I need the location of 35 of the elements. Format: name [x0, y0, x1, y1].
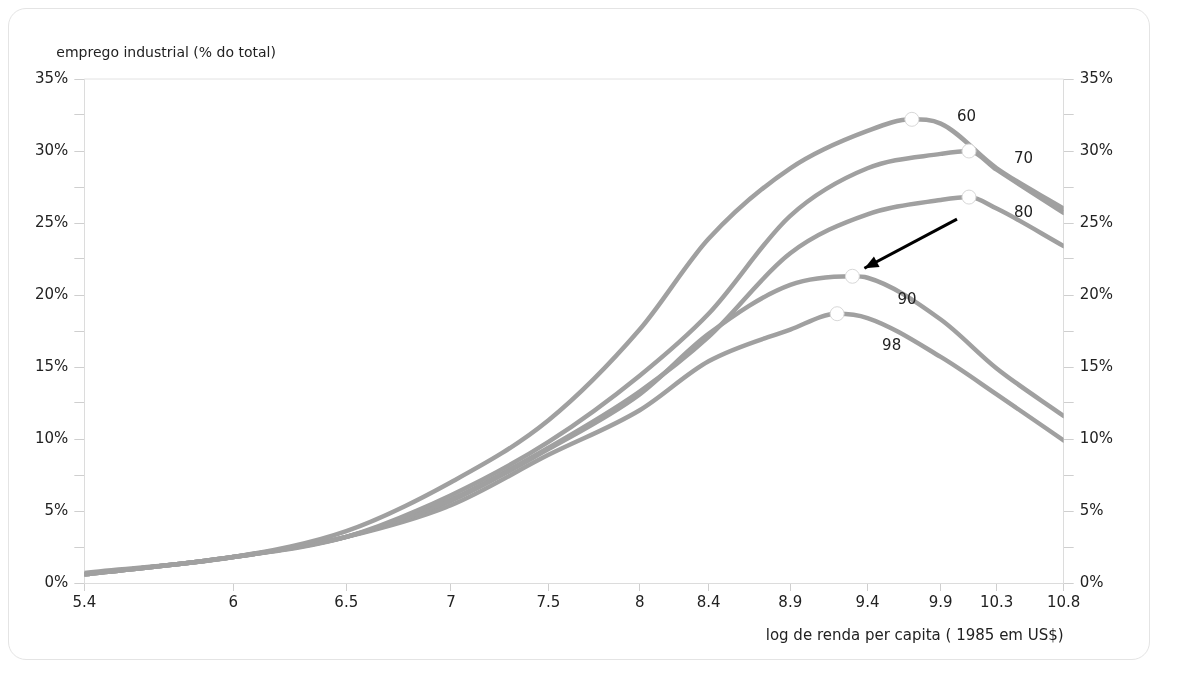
series-label: 70 — [1013, 148, 1034, 167]
x-tick-label: 8.9 — [778, 592, 803, 611]
x-tick-label: 8.4 — [696, 592, 721, 611]
x-tick-label: 6.5 — [334, 592, 359, 611]
x-axis-title: log de renda per capita ( 1985 em US$) — [765, 625, 1064, 644]
series-label: 80 — [1013, 202, 1034, 221]
series-label: 98 — [882, 335, 902, 354]
y2-tick-label: 10% — [1079, 428, 1113, 447]
x-tick-label: 9.9 — [928, 592, 953, 611]
y2-tick-label: 20% — [1079, 284, 1113, 303]
series-label: 90 — [897, 290, 917, 309]
y-tick-label: 15% — [35, 356, 69, 375]
x-tick-label: 10.3 — [979, 592, 1014, 611]
y-tick-label: 35% — [35, 68, 69, 87]
y-tick-label: 20% — [35, 284, 69, 303]
y2-tick-label: 30% — [1079, 140, 1113, 159]
y2-tick-label: 0% — [1079, 572, 1104, 591]
y-tick-label: 5% — [44, 500, 69, 519]
y2-tick-label: 15% — [1079, 356, 1113, 375]
x-tick-label: 9.4 — [855, 592, 880, 611]
y2-tick-label: 25% — [1079, 212, 1113, 231]
series-label: 60 — [956, 107, 976, 126]
x-tick-label: 5.4 — [72, 592, 97, 611]
y2-tick-label: 35% — [1079, 68, 1113, 87]
y-tick-label: 30% — [35, 140, 69, 159]
x-tick-label: 10.8 — [1046, 592, 1081, 611]
x-tick-label: 6 — [228, 592, 238, 611]
y-axis-title: emprego industrial (% do total) — [56, 44, 276, 60]
y-tick-label: 10% — [35, 428, 69, 447]
y-tick-label: 25% — [35, 212, 69, 231]
x-tick-label: 8 — [634, 592, 645, 611]
x-tick-label: 7.5 — [536, 592, 561, 611]
x-tick-label: 7 — [446, 592, 456, 611]
y-tick-label: 0% — [44, 572, 69, 591]
y2-tick-label: 5% — [1079, 500, 1104, 519]
